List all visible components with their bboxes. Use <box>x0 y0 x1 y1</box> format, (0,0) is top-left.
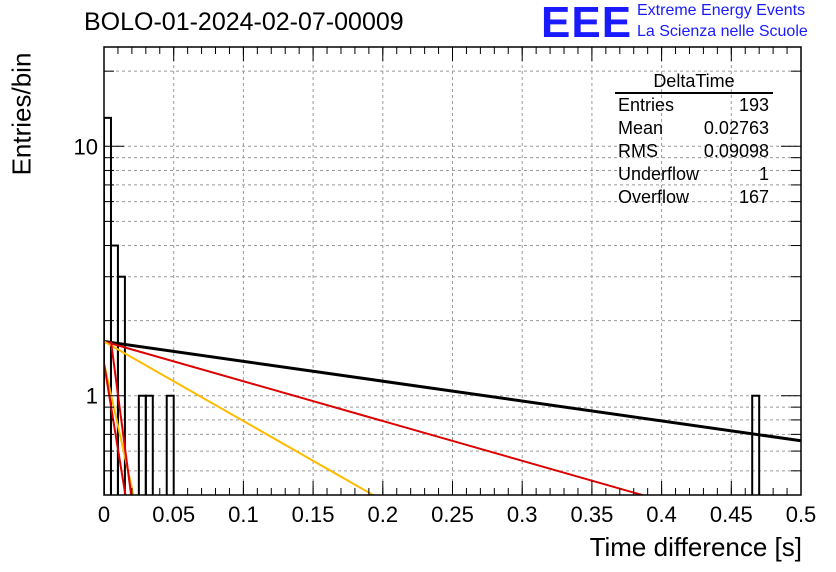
axis-tick-labels: 0 0.05 0.1 0.15 0.2 0.25 0.3 0.35 0.4 0.45 0.5 1 10 <box>74 134 817 527</box>
stats-title: DeltaTime <box>615 70 773 94</box>
stats-value: 193 <box>738 95 769 115</box>
plot-title: BOLO-01-2024-02-07-00009 <box>84 8 404 36</box>
x-tick-label: 0.15 <box>292 502 335 527</box>
histogram-bars <box>104 116 761 495</box>
fit-curve <box>104 363 127 495</box>
axis-ticks <box>103 47 802 496</box>
logo-subtitle-line2: La Scienza nelle Scuole <box>637 23 808 40</box>
eee-logo: EEE <box>541 0 633 47</box>
histogram-bar <box>104 116 112 495</box>
histogram-bar <box>137 394 147 495</box>
x-tick-label: 0.2 <box>368 502 399 527</box>
stats-value: 0.02763 <box>703 118 769 138</box>
stats-row: Mean 0.02763 <box>611 117 777 140</box>
logo-subtitle-line1: Extreme Energy Events <box>637 2 806 19</box>
x-tick-label: 0 <box>98 502 110 527</box>
stats-row: Underflow 1 <box>611 163 777 186</box>
stats-label: Overflow <box>618 187 690 207</box>
x-tick-label: 0.45 <box>710 502 753 527</box>
stats-value: 0.09098 <box>703 141 769 161</box>
x-tick-label: 0.3 <box>507 502 538 527</box>
fit-curve <box>104 340 646 495</box>
stats-row: RMS 0.09098 <box>611 140 777 163</box>
x-tick-label: 0.35 <box>570 502 613 527</box>
fit-curves <box>104 339 801 495</box>
histogram-bar <box>116 275 126 495</box>
fit-curve <box>104 340 376 495</box>
stats-value: 167 <box>738 187 769 207</box>
x-tick-label: 0.4 <box>646 502 677 527</box>
stats-value: 1 <box>758 164 769 184</box>
stats-label: Entries <box>618 95 675 115</box>
x-tick-label: 0.25 <box>431 502 474 527</box>
stats-box: DeltaTime Entries 193 Mean 0.02763 RMS 0.09… <box>611 70 777 209</box>
histogram-bar <box>144 394 154 495</box>
x-axis-label: Time difference [s] <box>589 532 802 562</box>
histogram-bar <box>165 394 175 495</box>
stats-label: Underflow <box>618 164 700 184</box>
y-tick-label: 1 <box>86 384 98 409</box>
y-tick-label: 10 <box>74 134 98 159</box>
x-tick-label: 0.1 <box>228 502 259 527</box>
fit-curve <box>104 339 801 443</box>
y-axis-label: Entries/bin <box>6 52 37 176</box>
histogram-bar <box>751 394 761 495</box>
stats-row: Entries 193 <box>611 94 777 117</box>
x-tick-label: 0.05 <box>152 502 195 527</box>
fit-curve <box>109 341 133 495</box>
stats-label: Mean <box>618 118 664 138</box>
x-tick-label: 0.5 <box>786 502 817 527</box>
stats-row: Overflow 167 <box>611 186 777 209</box>
stats-label: RMS <box>618 141 658 161</box>
